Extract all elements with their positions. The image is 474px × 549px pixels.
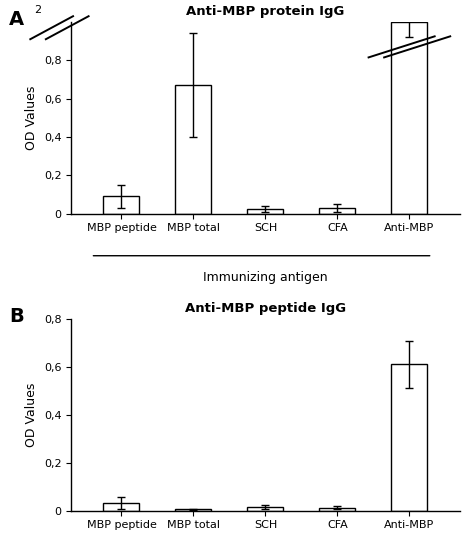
Y-axis label: OD Values: OD Values (25, 86, 38, 150)
Text: Immunizing antigen: Immunizing antigen (203, 271, 328, 284)
Text: B: B (9, 307, 24, 327)
Bar (175, 85, 211, 214)
Text: 2: 2 (35, 5, 42, 15)
Bar (392, 365, 428, 511)
Bar (319, 208, 356, 214)
Bar (103, 503, 139, 511)
Title: Anti-MBP protein IgG: Anti-MBP protein IgG (186, 5, 345, 18)
Bar (247, 209, 283, 214)
Bar (247, 507, 283, 511)
Bar (319, 508, 356, 511)
Bar (175, 509, 211, 511)
Bar (392, 22, 428, 214)
Text: A: A (9, 10, 24, 30)
Title: Anti-MBP peptide IgG: Anti-MBP peptide IgG (185, 302, 346, 315)
Y-axis label: OD Values: OD Values (25, 383, 38, 447)
Bar (103, 197, 139, 214)
